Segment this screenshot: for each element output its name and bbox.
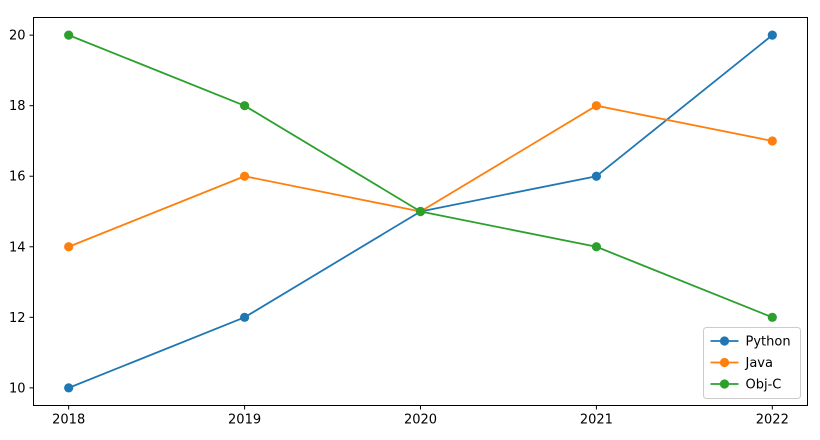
y-tick-label: 14: [9, 240, 26, 255]
series-marker-java: [767, 136, 777, 146]
y-tick-label: 12: [9, 311, 26, 326]
y-tick-label: 20: [9, 29, 26, 44]
series-line-obj-c: [68, 34, 773, 319]
legend-label-java: Java: [745, 356, 773, 371]
plot-border: [33, 17, 808, 406]
series-marker-java: [239, 171, 250, 181]
x-tick-label: 2019: [228, 413, 261, 428]
legend-label-python: Python: [746, 335, 791, 350]
series-marker-python: [64, 383, 74, 393]
series-marker-python: [239, 312, 250, 322]
legend-marker-python: [719, 336, 730, 346]
y-tick-label: 16: [9, 170, 26, 185]
y-tick-label: 10: [9, 381, 26, 396]
series-line-java: [68, 104, 773, 248]
series-marker-java: [591, 101, 602, 111]
series-marker-java: [64, 242, 74, 252]
series-marker-python: [767, 30, 777, 40]
series-marker-obj-c: [64, 30, 74, 40]
series-marker-obj-c: [239, 101, 250, 111]
y-tick-label: 18: [9, 99, 26, 114]
series-marker-obj-c: [591, 242, 602, 252]
legend-marker-obj-c: [719, 379, 730, 389]
series-marker-python: [591, 171, 602, 181]
x-tick-label: 2018: [52, 413, 85, 428]
x-tick-label: 2021: [580, 413, 613, 428]
series-marker-obj-c: [767, 312, 777, 322]
legend-marker-java: [719, 357, 730, 368]
legend-label-obj-c: Obj-C: [746, 378, 782, 393]
x-tick-label: 2020: [404, 413, 437, 428]
series-marker-obj-c: [415, 206, 426, 217]
x-tick-label: 2022: [756, 413, 789, 428]
